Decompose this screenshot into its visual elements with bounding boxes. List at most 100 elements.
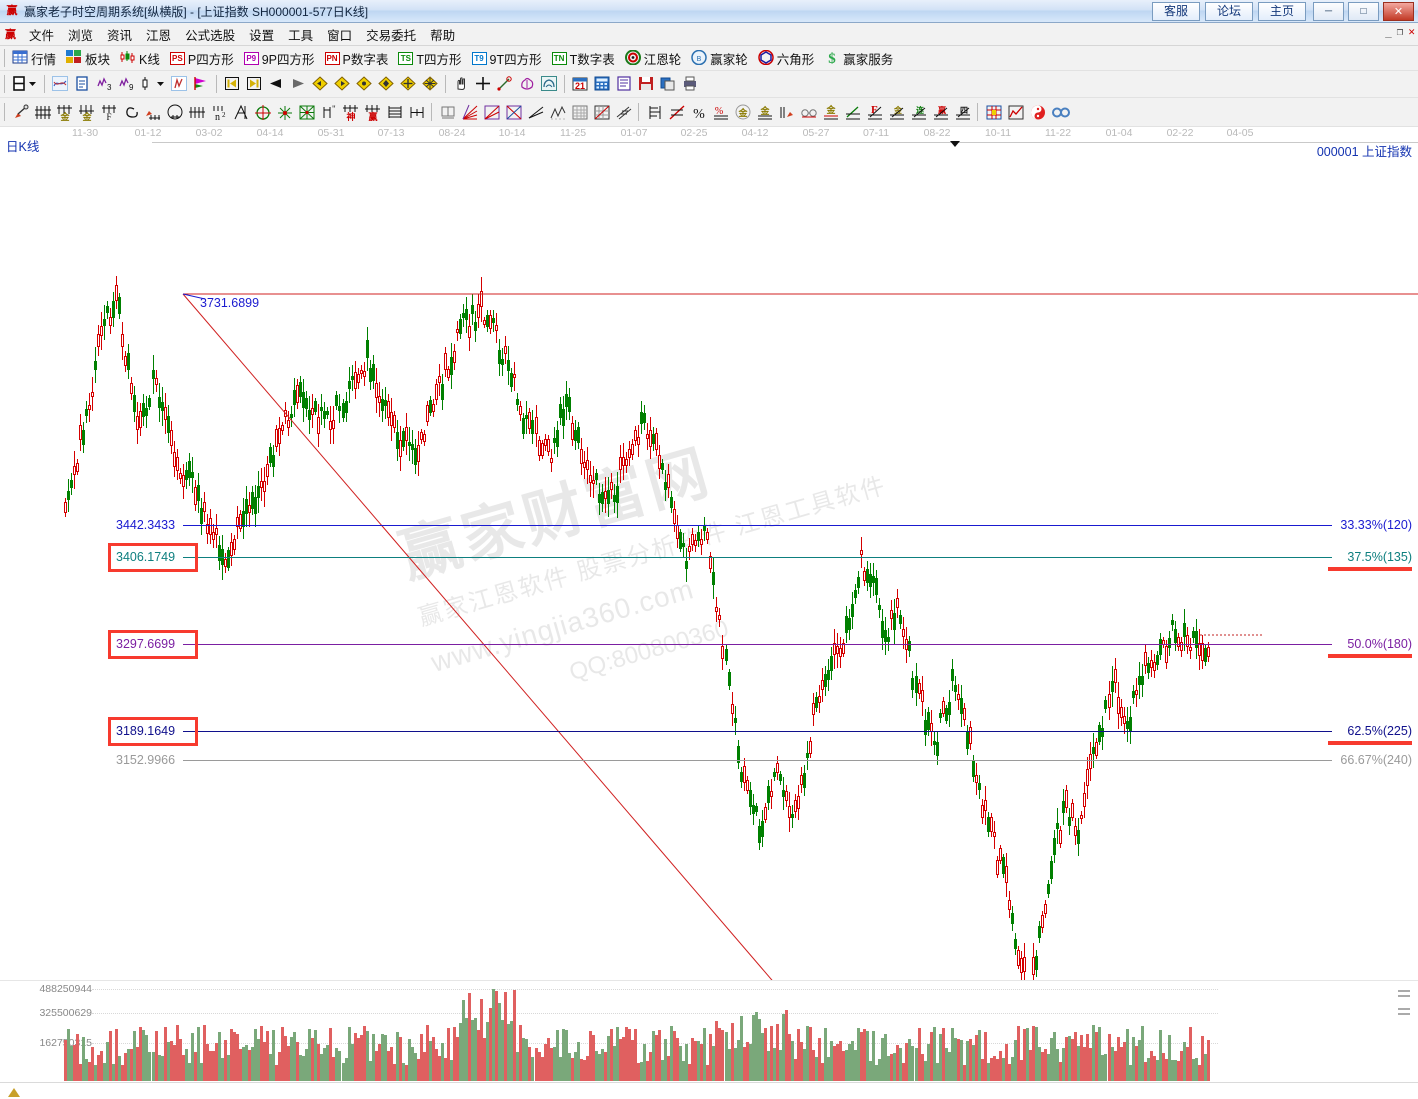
p-number-table-button[interactable]: PN P数字表 (323, 48, 395, 69)
h-shen-button[interactable]: 神 (340, 102, 360, 123)
single-candle-button[interactable] (138, 74, 167, 95)
trend-chart-button[interactable] (1005, 102, 1025, 123)
winner-service-button[interactable]: $ 赢家服务 (822, 48, 899, 69)
comb-button[interactable] (186, 102, 206, 123)
diamond-cross-button[interactable] (420, 74, 440, 95)
diamond-right-button[interactable] (354, 74, 374, 95)
volume-scale-icon[interactable] (1396, 987, 1412, 1021)
box-diag-button[interactable] (503, 102, 523, 123)
gann-fan-pen-button[interactable] (10, 102, 30, 123)
quote-button[interactable]: 行情 (10, 48, 62, 69)
hand-pan-button[interactable] (451, 74, 471, 95)
kline-button[interactable]: K线 (118, 48, 166, 69)
maximize-button[interactable]: □ (1348, 1, 1379, 21)
angle-lines-button[interactable] (230, 102, 250, 123)
draw-line-button[interactable] (495, 74, 515, 95)
circle-rule-button[interactable] (164, 102, 184, 123)
f-angle-button[interactable]: F (864, 102, 884, 123)
pen-rule-button[interactable] (142, 102, 162, 123)
grid-box2-button[interactable] (591, 102, 611, 123)
menu-item-trade[interactable]: 交易委托 (366, 28, 417, 43)
indicator-3-button[interactable]: 3 (94, 74, 114, 95)
menu-item-news[interactable]: 资讯 (107, 28, 133, 43)
print-button[interactable] (680, 74, 700, 95)
n2-button[interactable]: n 2 (208, 102, 228, 123)
last-page-button[interactable] (244, 74, 264, 95)
prev-page-button[interactable] (266, 74, 286, 95)
ying-angle-button[interactable]: 赢 (930, 102, 950, 123)
star-target-button[interactable] (274, 102, 294, 123)
gold-column2-button[interactable]: 金 (76, 102, 96, 123)
h-quote-button[interactable]: " (318, 102, 338, 123)
zigzag-button[interactable] (547, 102, 567, 123)
mdi-close-button[interactable]: ✕ (1408, 25, 1415, 38)
ruler-button[interactable] (644, 102, 664, 123)
menu-item-browse[interactable]: 浏览 (68, 28, 94, 43)
crosshair-button[interactable] (473, 74, 493, 95)
gold-circle-button[interactable]: 金 (732, 102, 752, 123)
forum-button[interactable]: 论坛 (1205, 1, 1253, 21)
infinity-button[interactable] (1049, 102, 1070, 123)
grid-yellow-button[interactable] (983, 102, 1003, 123)
period-day-button[interactable] (10, 74, 39, 95)
clipboard-button[interactable] (72, 74, 92, 95)
volume-panel[interactable]: 488250944 325500629 162750315 (0, 980, 1418, 1099)
p9-square-button[interactable]: P9 9P四方形 (242, 48, 321, 69)
menu-item-help[interactable]: 帮助 (430, 28, 456, 43)
percent-line-button[interactable]: % (710, 102, 730, 123)
speed-lines-button[interactable] (613, 102, 633, 123)
h-measure-button[interactable] (406, 102, 426, 123)
notes-button[interactable] (614, 74, 634, 95)
calendar-button[interactable]: 21 (570, 74, 590, 95)
gold-line-button[interactable]: 金 (754, 102, 774, 123)
box-fan-button[interactable] (481, 102, 501, 123)
neural-button[interactable] (539, 74, 559, 95)
scroll-indicator-icon[interactable] (8, 1088, 20, 1097)
t-number-table-button[interactable]: TN T数字表 (550, 48, 621, 69)
ladder-button[interactable] (384, 102, 404, 123)
f-column-button[interactable]: F (98, 102, 118, 123)
grid-box-button[interactable] (569, 102, 589, 123)
fan-lines-button[interactable] (459, 102, 479, 123)
overlay-curves-button[interactable] (50, 74, 70, 95)
t-square-button[interactable]: TS T四方形 (396, 48, 467, 69)
diamond-mid-button[interactable] (332, 74, 352, 95)
grid-lines-button[interactable] (32, 102, 52, 123)
ink-pen-button[interactable] (776, 102, 796, 123)
gold-column-button[interactable]: 金 (54, 102, 74, 123)
gold-ratio-button[interactable]: 金 (820, 102, 840, 123)
h-ying-button[interactable]: 赢 (362, 102, 382, 123)
menu-item-settings[interactable]: 设置 (249, 28, 275, 43)
mdi-minimize-button[interactable]: _ (1385, 25, 1392, 38)
si-angle-button[interactable]: 四 (952, 102, 972, 123)
price-chart-panel[interactable]: 日K线 000001 上证指数 11-30 01-12 03-02 04-14 … (0, 127, 1418, 980)
rect-range-button[interactable] (437, 102, 457, 123)
next-page-button[interactable] (288, 74, 308, 95)
indicator-9-button[interactable]: 9 (116, 74, 136, 95)
winner-wheel-button[interactable]: B 赢家轮 (689, 48, 754, 69)
copy-button[interactable] (658, 74, 678, 95)
diamond-dot-button[interactable] (376, 74, 396, 95)
first-page-button[interactable] (222, 74, 242, 95)
sector-button[interactable]: 板块 (64, 48, 116, 69)
menu-item-formula-screen[interactable]: 公式选股 (185, 28, 236, 43)
brain-pattern-button[interactable] (517, 74, 537, 95)
slope-lines-button[interactable] (525, 102, 545, 123)
yinyang-button[interactable] (1027, 102, 1047, 123)
menu-item-tools[interactable]: 工具 (288, 28, 314, 43)
save-button[interactable] (636, 74, 656, 95)
spiral-button[interactable] (120, 102, 140, 123)
glasses-button[interactable] (798, 102, 818, 123)
homepage-button[interactable]: 主页 (1258, 1, 1306, 21)
customer-service-button[interactable]: 客服 (1152, 1, 1200, 21)
candle-dropdown-icon[interactable] (156, 76, 165, 92)
menu-item-window[interactable]: 窗口 (327, 28, 353, 43)
lian-angle-button[interactable]: 连 (908, 102, 928, 123)
volume-profile-button[interactable] (191, 74, 211, 95)
diamond-dark-button[interactable] (398, 74, 418, 95)
p-square-button[interactable]: PS P四方形 (168, 48, 240, 69)
menu-item-gann[interactable]: 江恩 (146, 28, 172, 43)
box-target-button[interactable] (296, 102, 316, 123)
close-button[interactable]: ✕ (1383, 1, 1414, 21)
circle-target-button[interactable] (252, 102, 272, 123)
